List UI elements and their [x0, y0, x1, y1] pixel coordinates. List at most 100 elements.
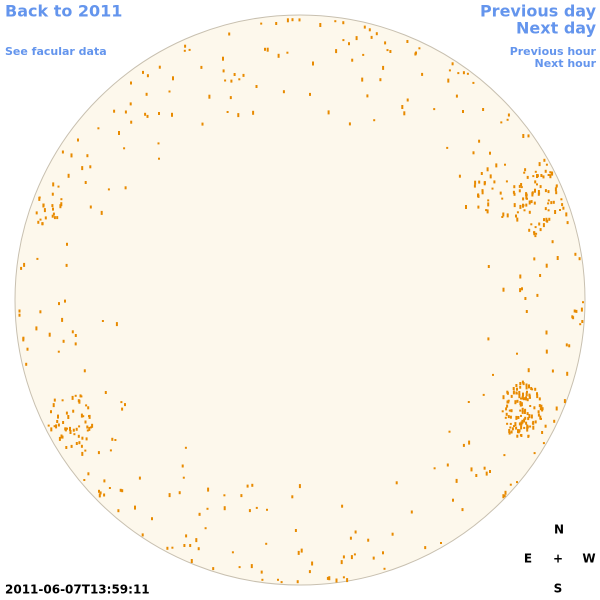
facula — [544, 169, 547, 173]
facula — [51, 204, 54, 208]
facula — [108, 487, 111, 489]
facula — [512, 387, 515, 390]
facula — [166, 546, 169, 550]
facula — [520, 397, 522, 400]
facula — [538, 192, 541, 195]
facula — [549, 171, 552, 174]
facula — [448, 69, 451, 72]
facula — [462, 110, 464, 113]
facula — [465, 205, 467, 209]
facula — [523, 209, 526, 212]
facula — [514, 400, 517, 405]
facula — [545, 349, 548, 354]
facula — [472, 151, 475, 155]
facula — [421, 72, 424, 76]
facula — [531, 193, 534, 197]
facula — [78, 441, 81, 445]
facula — [197, 547, 200, 551]
next-day-link[interactable]: Next day — [516, 19, 597, 38]
facula — [520, 402, 523, 407]
previous-day-link[interactable]: Previous day — [480, 2, 597, 21]
facula — [544, 424, 547, 428]
facula — [53, 398, 56, 402]
facula — [531, 192, 534, 195]
facula — [52, 182, 55, 187]
facula — [525, 383, 528, 387]
facula — [75, 427, 78, 431]
facula — [547, 209, 550, 212]
facula — [113, 109, 116, 113]
facula — [455, 94, 458, 98]
facula — [145, 92, 148, 96]
facula — [48, 332, 51, 337]
facula — [342, 576, 345, 579]
facula — [70, 153, 73, 158]
facula — [546, 219, 549, 223]
facula — [447, 78, 450, 83]
facula — [565, 343, 568, 347]
facula — [255, 85, 258, 88]
facula — [506, 422, 509, 425]
facula — [60, 434, 63, 439]
facula — [77, 434, 80, 438]
facula — [483, 181, 486, 186]
facula — [168, 493, 171, 498]
facula — [550, 171, 553, 175]
facula — [212, 567, 215, 571]
facula — [111, 437, 114, 441]
facula — [525, 421, 528, 425]
next-hour-link[interactable]: Next hour — [535, 57, 597, 70]
facula — [35, 211, 38, 215]
facula — [103, 493, 106, 497]
facula — [312, 61, 314, 66]
facula — [204, 527, 207, 530]
facula — [515, 384, 518, 387]
facula — [509, 483, 512, 486]
facula — [513, 203, 516, 208]
facula — [189, 544, 192, 547]
facula — [119, 488, 122, 492]
solar-disk — [14, 14, 586, 586]
facula — [228, 32, 231, 36]
facula — [62, 339, 65, 343]
previous-hour-link[interactable]: Previous hour — [510, 45, 597, 58]
facula — [117, 509, 120, 513]
facula — [522, 204, 525, 207]
facula — [348, 42, 350, 46]
back-link[interactable]: Back to 2011 — [5, 2, 122, 21]
facula — [541, 408, 544, 412]
facula — [341, 504, 344, 508]
facula — [563, 399, 566, 404]
facula — [64, 427, 67, 431]
facula — [38, 196, 41, 201]
facula — [18, 309, 21, 313]
facula — [52, 212, 55, 216]
facula — [37, 220, 40, 224]
facular-link[interactable]: See facular data — [5, 45, 107, 58]
facula — [538, 222, 541, 226]
facula — [124, 403, 126, 407]
facula — [277, 578, 279, 581]
facula — [526, 197, 528, 200]
facula — [342, 555, 345, 559]
facula — [98, 493, 101, 498]
facula — [506, 118, 509, 121]
facula — [510, 409, 513, 413]
facula — [519, 409, 522, 412]
facula — [523, 410, 526, 414]
facula — [85, 404, 88, 407]
facula — [455, 478, 458, 483]
facula — [51, 214, 54, 218]
facula — [580, 307, 583, 312]
facula — [511, 427, 514, 431]
facula — [532, 420, 535, 425]
facula — [198, 513, 201, 516]
facula — [372, 556, 375, 560]
facula — [286, 51, 289, 54]
facula — [566, 371, 569, 376]
compass-south: S — [554, 582, 563, 596]
facula — [526, 412, 529, 416]
facula — [506, 213, 509, 218]
facula — [513, 425, 515, 428]
facula — [251, 483, 254, 487]
